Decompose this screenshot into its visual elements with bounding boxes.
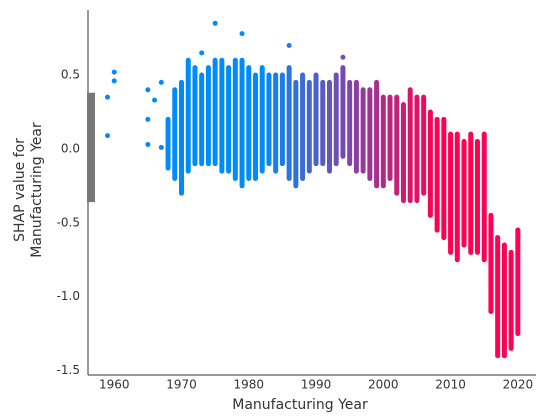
x-axis-label: Manufacturing Year [232,397,368,413]
point [239,31,245,37]
x-tick-label: 1980 [233,378,264,392]
y-axis-label: SHAP value for [12,138,28,242]
y-tick-label: -0.5 [57,215,80,229]
point [145,116,151,122]
point [105,94,111,100]
point [145,87,151,93]
feature-histogram-bar [87,92,95,203]
point [145,141,151,147]
point [340,54,346,60]
x-tick-label: 2010 [435,378,466,392]
point [105,133,111,139]
point [515,227,521,233]
x-tick-label: 2000 [368,378,399,392]
point [152,97,158,103]
y-tick-label: -1.5 [57,363,80,377]
point [286,42,292,48]
x-tick-label: 1960 [99,378,130,392]
point [199,50,205,56]
point [158,144,164,150]
y-tick-label: 0.0 [61,141,80,155]
point [212,20,218,26]
point [158,79,164,85]
point [111,78,117,84]
y-axis-label: Manufacturing Year [29,122,45,258]
y-tick-label: -1.0 [57,289,80,303]
x-tick-label: 1990 [301,378,332,392]
y-tick-label: 0.5 [61,68,80,82]
x-tick-label: 2020 [503,378,534,392]
point [111,69,117,75]
x-tick-label: 1970 [166,378,197,392]
